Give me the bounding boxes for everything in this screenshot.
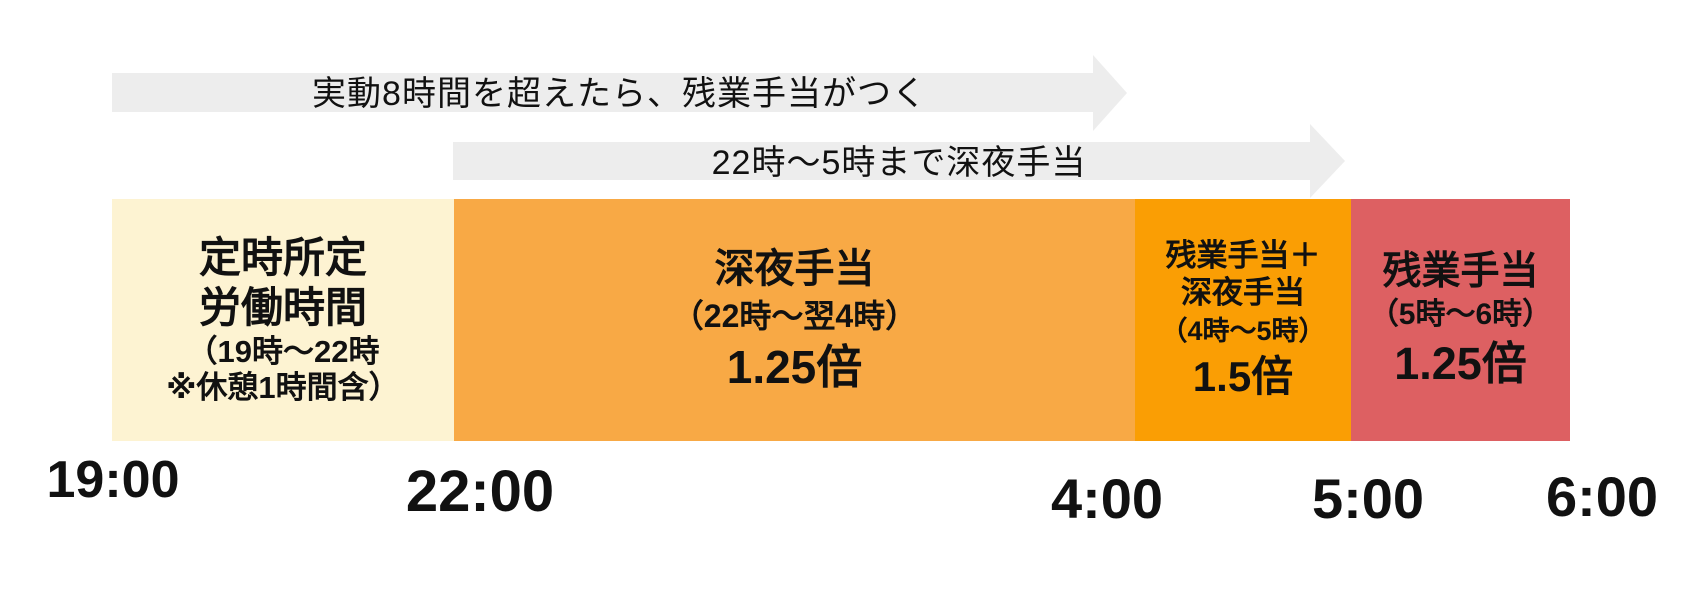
overtime-rule-arrow-label: 実動8時間を超えたら、残業手当がつく xyxy=(312,75,927,113)
segment-night-allowance: 深夜手当 （22時〜翌4時） 1.25倍 xyxy=(454,199,1135,441)
segment-overtime-night-subtitle: （4時〜5時） xyxy=(1160,316,1326,347)
segment-overtime-night-rate: 1.5倍 xyxy=(1192,352,1294,400)
segment-overtime-night-title-line2: 深夜手当 xyxy=(1181,274,1305,310)
segment-overtime-subtitle: （5時〜6時） xyxy=(1368,298,1553,332)
segment-night-subtitle: （22時〜翌4時） xyxy=(671,298,918,335)
time-tick-4-00: 4:00 xyxy=(1050,467,1164,530)
segment-overtime-title: 残業手当 xyxy=(1382,249,1539,293)
late-night-rule-arrow-label: 22時〜5時まで深夜手当 xyxy=(711,143,1087,182)
time-tick-22-00: 22:00 xyxy=(405,459,555,524)
segment-regular-subtitle-line1: （19時〜22時 xyxy=(186,333,380,369)
segment-night-rate: 1.25倍 xyxy=(726,340,863,393)
overtime-rule-arrow-head-icon xyxy=(1093,55,1127,131)
time-tick-6-00: 6:00 xyxy=(1545,465,1659,528)
overtime-rule-arrow-band xyxy=(112,73,1093,112)
segment-overtime-rate: 1.25倍 xyxy=(1394,338,1527,390)
segment-overtime-allowance: 残業手当 （5時〜6時） 1.25倍 xyxy=(1351,199,1570,441)
late-night-rule-arrow-band xyxy=(453,142,1310,180)
segment-overtime-night-title-line1: 残業手当＋ xyxy=(1165,238,1321,274)
timeline-bar: 定時所定 労働時間 （19時〜22時 ※休憩1時間含） 深夜手当 （22時〜翌4… xyxy=(112,199,1570,441)
time-tick-19-00: 19:00 xyxy=(46,451,180,509)
segment-night-title: 深夜手当 xyxy=(714,247,875,292)
segment-overtime-plus-night-allowance: 残業手当＋ 深夜手当 （4時〜5時） 1.5倍 xyxy=(1135,199,1351,441)
segment-regular-title-line1: 定時所定 xyxy=(198,234,367,282)
segment-regular-subtitle-line2: ※休憩1時間含） xyxy=(166,370,400,406)
late-night-rule-arrow-head-icon xyxy=(1310,124,1345,198)
segment-regular-hours: 定時所定 労働時間 （19時〜22時 ※休憩1時間含） xyxy=(112,199,454,441)
time-tick-5-00: 5:00 xyxy=(1311,467,1425,530)
segment-regular-title-line2: 労働時間 xyxy=(198,284,367,332)
